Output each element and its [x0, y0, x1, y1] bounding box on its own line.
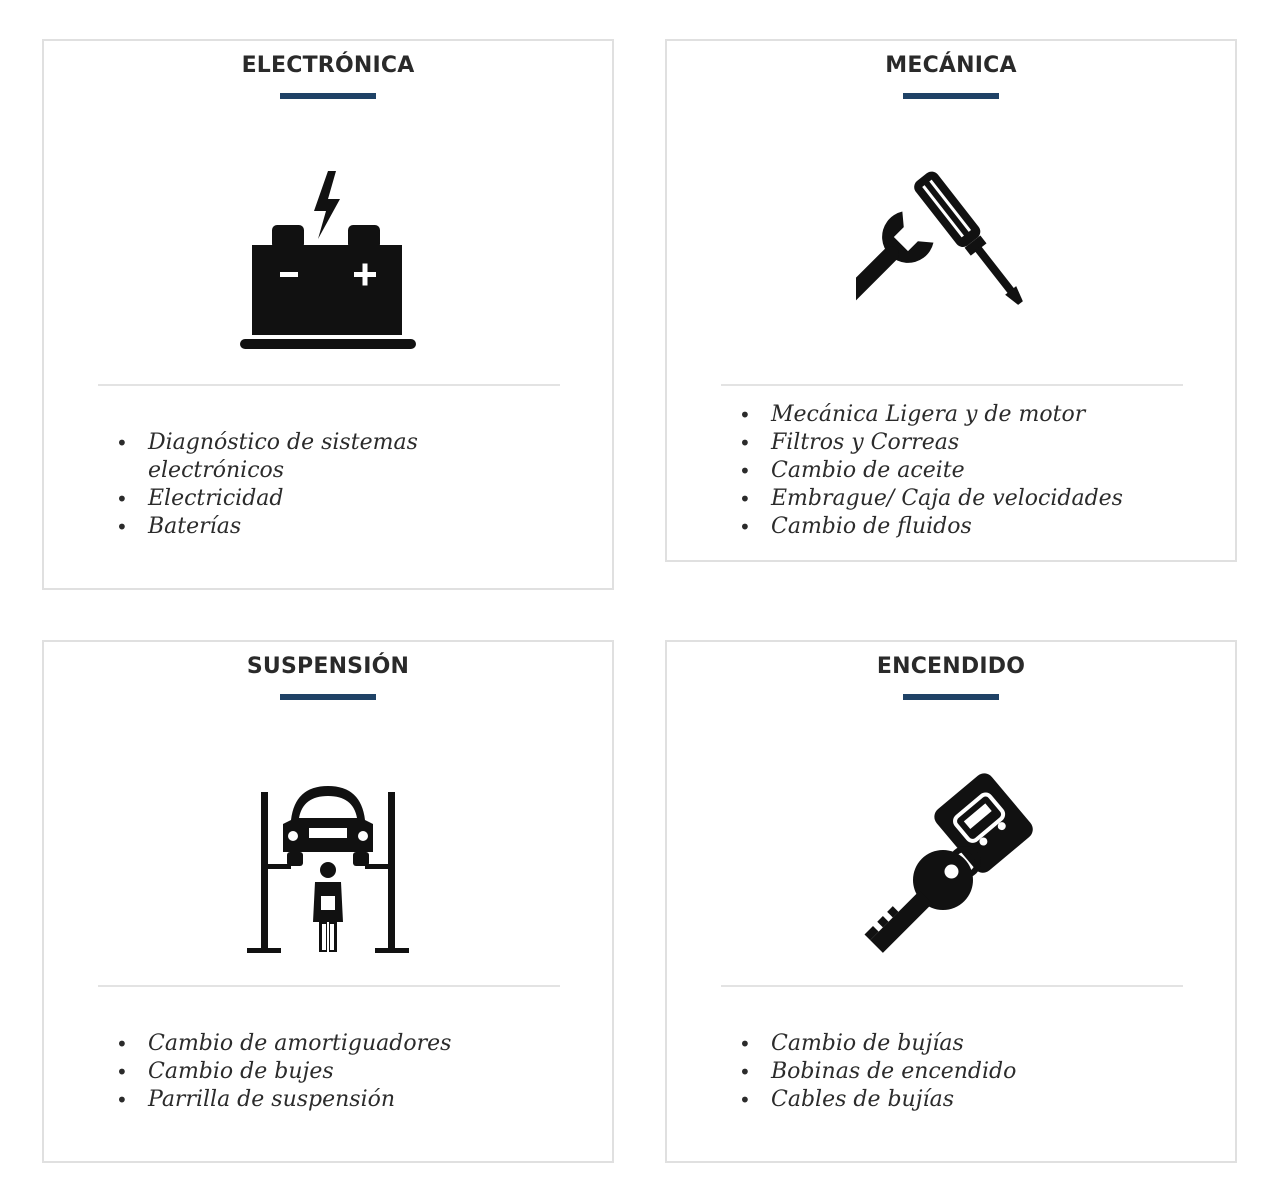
wrench-screwdriver-icon: [856, 171, 1023, 357]
feature-list: Diagnóstico de sistemas electrónicos Ele…: [116, 429, 586, 541]
card-title: MECÁNICA: [885, 53, 1017, 78]
card-divider: [721, 384, 1183, 386]
title-underline: [903, 93, 999, 99]
list-item: Cambio de fluidos: [739, 513, 1209, 541]
card-title: ELECTRÓNICA: [241, 53, 415, 78]
service-card-electronica: ELECTRÓNICA Diagnóstico de sistemas elec…: [42, 39, 614, 590]
list-item: Parrilla de suspensión: [116, 1086, 586, 1114]
feature-list: Cambio de bujías Bobinas de encendido Ca…: [739, 1030, 1209, 1114]
list-item: Bobinas de encendido: [739, 1058, 1209, 1086]
list-item: Cambio de bujes: [116, 1058, 586, 1086]
list-item: Cambio de aceite: [739, 457, 1209, 485]
title-underline: [280, 694, 376, 700]
battery-icon: [240, 170, 416, 349]
list-item: Cambio de amortiguadores: [116, 1030, 586, 1058]
car-lift-mechanic-icon: [247, 786, 409, 953]
card-divider: [721, 985, 1183, 987]
card-divider: [98, 384, 560, 386]
card-divider: [98, 985, 560, 987]
feature-list: Cambio de amortiguadores Cambio de bujes…: [116, 1030, 586, 1114]
list-item: Cambio de bujías: [739, 1030, 1209, 1058]
service-card-encendido: ENCENDIDO Cambio: [665, 640, 1237, 1163]
service-card-mecanica: MECÁNICA Mecánica Ligera y de motor Filt…: [665, 39, 1237, 562]
list-item: Embrague/ Caja de velocidades: [739, 485, 1209, 513]
list-item: Baterías: [116, 513, 586, 541]
card-title: SUSPENSIÓN: [246, 654, 410, 679]
list-item: Electricidad: [116, 485, 586, 513]
feature-list: Mecánica Ligera y de motor Filtros y Cor…: [739, 401, 1209, 541]
list-item: Diagnóstico de sistemas electrónicos: [116, 429, 438, 485]
list-item: Cables de bujías: [739, 1086, 1209, 1114]
car-key-icon: [864, 773, 1033, 953]
list-item: Mecánica Ligera y de motor: [739, 401, 1209, 429]
list-item: Filtros y Correas: [739, 429, 1209, 457]
title-underline: [280, 93, 376, 99]
title-underline: [903, 694, 999, 700]
service-card-suspension: SUSPENSIÓN Cambio de amo: [42, 640, 614, 1163]
card-title: ENCENDIDO: [876, 654, 1026, 679]
